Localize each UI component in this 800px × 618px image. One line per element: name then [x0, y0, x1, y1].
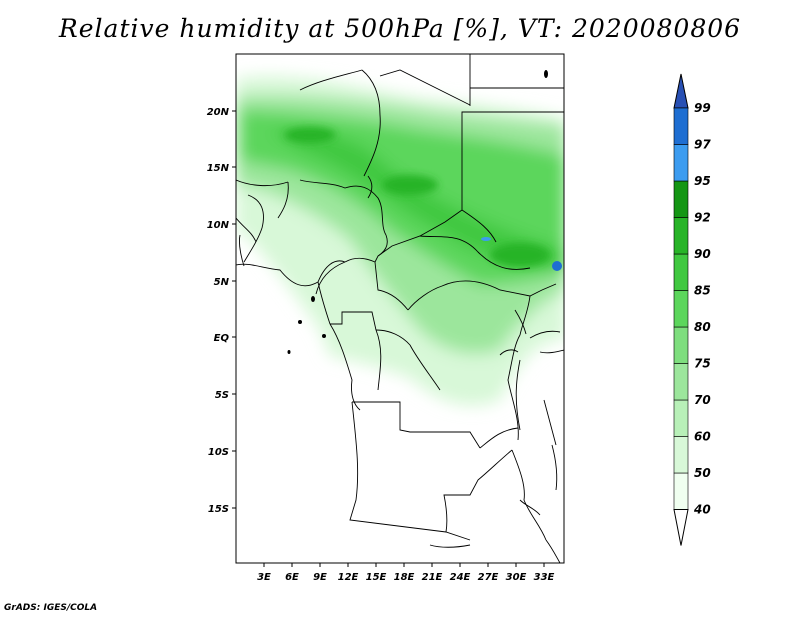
- colorbar-bin: [673, 144, 689, 182]
- colorbar-bin: [673, 472, 689, 510]
- lat-label: EQ: [214, 333, 230, 344]
- colorbar-label: 50: [694, 466, 711, 480]
- colorbar-bin: [673, 326, 689, 364]
- lon-label: 33E: [534, 572, 555, 583]
- colorbar-bin: [673, 363, 689, 401]
- colorbar-bin: [673, 290, 689, 328]
- colorbar-label: 90: [694, 247, 711, 261]
- humidity-field: [236, 76, 564, 406]
- lon-label: 12E: [338, 572, 359, 583]
- map-frame: [235, 53, 565, 564]
- lon-label: 6E: [285, 572, 299, 583]
- lon-label: 3E: [257, 572, 271, 583]
- lon-label: 27E: [478, 572, 499, 583]
- lakes: [287, 70, 548, 354]
- lon-label: 24E: [450, 572, 471, 583]
- humidity-core-92: [382, 175, 438, 195]
- colorbar-above-arrow: [673, 73, 689, 109]
- colorbar-bin: [673, 399, 689, 437]
- colorbar-bin: [673, 253, 689, 291]
- lon-label: 21E: [422, 572, 443, 583]
- lat-label: 10S: [208, 447, 229, 458]
- coastline: [239, 234, 558, 491]
- lat-label: 15S: [208, 504, 229, 515]
- colorbar-label: 85: [694, 284, 711, 298]
- lat-label: 15N: [207, 163, 230, 174]
- colorbar-bin: [673, 107, 689, 145]
- colorbar-label: 40: [693, 503, 711, 517]
- axis-ticks: [232, 110, 545, 567]
- humidity-max-97: [552, 261, 562, 271]
- lon-label: 15E: [366, 572, 387, 583]
- lon-label: 30E: [506, 572, 527, 583]
- lat-label: 20N: [207, 107, 230, 118]
- longitude-labels: 3E 6E 9E 12E 15E 18E 21E 24E 27E 30E 33E: [257, 572, 554, 583]
- lon-label: 9E: [313, 572, 327, 583]
- lon-label: 18E: [394, 572, 415, 583]
- country-boundaries: [236, 54, 564, 563]
- lat-label: 5N: [214, 277, 230, 288]
- colorbar-label: 97: [694, 138, 711, 152]
- colorbar-bin: [673, 180, 689, 218]
- colorbar-label: 95: [694, 174, 711, 188]
- colorbar-label: 60: [694, 430, 711, 444]
- map-title: Relative humidity at 500hPa [%], VT: 202…: [58, 14, 742, 43]
- humidity-region-85: [270, 129, 564, 270]
- colorbar-label: 70: [694, 393, 711, 407]
- colorbar-label: 80: [694, 320, 711, 334]
- colorbar-bin: [673, 217, 689, 255]
- lat-label: 5S: [215, 390, 229, 401]
- colorbar-below-arrow: [673, 509, 689, 546]
- credit-label: GrADS: IGES/COLA: [4, 603, 98, 613]
- colorbar-label: 92: [694, 211, 711, 225]
- colorbar-label: 99: [694, 101, 711, 115]
- colorbar-label: 75: [694, 357, 711, 371]
- humidity-core-92: [284, 127, 336, 143]
- colorbar-bin: [673, 436, 689, 474]
- humidity-core-92: [490, 243, 550, 267]
- colorbar: 40 50 60 70 75 80 85 90 92 95 97 99: [673, 73, 711, 546]
- humidity-max-97: [481, 237, 491, 241]
- latitude-labels: 20N 15N 10N 5N EQ 5S 10S 15S: [207, 107, 230, 515]
- lat-label: 10N: [207, 220, 230, 231]
